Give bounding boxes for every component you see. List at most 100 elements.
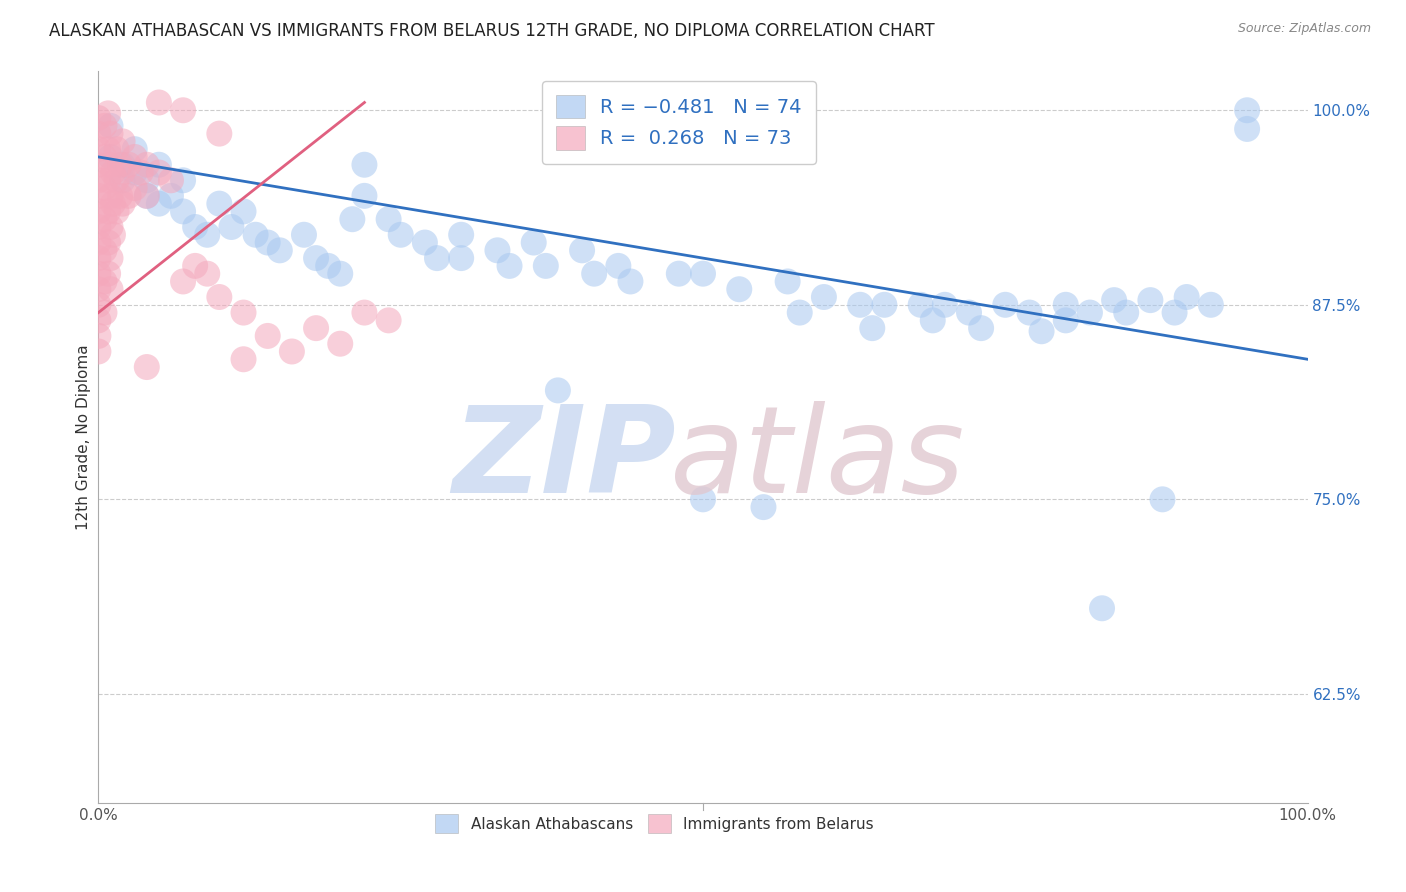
Point: [111, 173, 134, 187]
Point: [93, 212, 115, 227]
Point: [172, 204, 194, 219]
Point: [776, 275, 799, 289]
Text: ALASKAN ATHABASCAN VS IMMIGRANTS FROM BELARUS 12TH GRADE, NO DIPLOMA CORRELATION: ALASKAN ATHABASCAN VS IMMIGRANTS FROM BE…: [49, 22, 935, 40]
Point: [353, 305, 375, 319]
Point: [184, 259, 207, 273]
Point: [87, 219, 110, 234]
Text: atlas: atlas: [671, 401, 966, 517]
Point: [957, 305, 980, 319]
Point: [124, 142, 146, 156]
Point: [93, 119, 115, 133]
Point: [101, 165, 124, 179]
Point: [87, 298, 110, 312]
Point: [100, 251, 122, 265]
Point: [100, 127, 122, 141]
Point: [93, 150, 115, 164]
Point: [256, 235, 278, 250]
Point: [1236, 122, 1258, 136]
Point: [450, 251, 472, 265]
Text: ZIP: ZIP: [453, 401, 676, 517]
Point: [100, 119, 122, 133]
Point: [245, 227, 267, 242]
Point: [87, 127, 110, 141]
Point: [87, 111, 110, 125]
Point: [97, 267, 120, 281]
Point: [105, 142, 128, 156]
Point: [148, 95, 170, 110]
Point: [1163, 305, 1185, 319]
Point: [1078, 305, 1101, 319]
Point: [1054, 298, 1077, 312]
Point: [97, 106, 120, 120]
Point: [970, 321, 993, 335]
Point: [547, 384, 569, 398]
Point: [160, 173, 183, 187]
Point: [124, 165, 146, 179]
Point: [316, 259, 339, 273]
Point: [135, 359, 157, 374]
Point: [135, 189, 157, 203]
Point: [1091, 601, 1114, 615]
Point: [118, 189, 141, 203]
Point: [87, 344, 110, 359]
Point: [728, 282, 751, 296]
Point: [389, 227, 412, 242]
Point: [221, 219, 243, 234]
Point: [353, 189, 375, 203]
Point: [97, 204, 120, 219]
Point: [934, 298, 956, 312]
Point: [111, 158, 134, 172]
Point: [148, 196, 170, 211]
Point: [148, 165, 170, 179]
Point: [377, 212, 399, 227]
Point: [105, 204, 128, 219]
Point: [184, 219, 207, 234]
Point: [172, 173, 194, 187]
Point: [93, 244, 115, 258]
Point: [124, 150, 146, 164]
Point: [208, 196, 231, 211]
Point: [1031, 324, 1053, 338]
Point: [100, 189, 122, 203]
Point: [111, 165, 134, 179]
Point: [232, 305, 254, 319]
Point: [1139, 293, 1161, 307]
Point: [329, 267, 352, 281]
Point: [813, 290, 835, 304]
Point: [413, 235, 436, 250]
Point: [195, 227, 218, 242]
Point: [100, 150, 122, 164]
Point: [1175, 290, 1198, 304]
Point: [342, 212, 364, 227]
Point: [93, 305, 115, 319]
Point: [329, 336, 352, 351]
Point: [1018, 305, 1040, 319]
Point: [305, 251, 328, 265]
Point: [377, 313, 399, 327]
Point: [93, 181, 115, 195]
Point: [87, 235, 110, 250]
Point: [208, 290, 231, 304]
Point: [752, 500, 775, 515]
Point: [97, 235, 120, 250]
Point: [921, 313, 943, 327]
Point: [668, 267, 690, 281]
Point: [571, 244, 593, 258]
Point: [100, 158, 122, 172]
Point: [87, 204, 110, 219]
Point: [118, 158, 141, 172]
Y-axis label: 12th Grade, No Diploma: 12th Grade, No Diploma: [76, 344, 91, 530]
Point: [692, 492, 714, 507]
Point: [607, 259, 630, 273]
Point: [269, 244, 291, 258]
Point: [426, 251, 449, 265]
Point: [353, 158, 375, 172]
Point: [994, 298, 1017, 312]
Point: [108, 189, 131, 203]
Point: [100, 282, 122, 296]
Point: [97, 173, 120, 187]
Point: [87, 189, 110, 203]
Point: [87, 267, 110, 281]
Point: [195, 267, 218, 281]
Point: [486, 244, 509, 258]
